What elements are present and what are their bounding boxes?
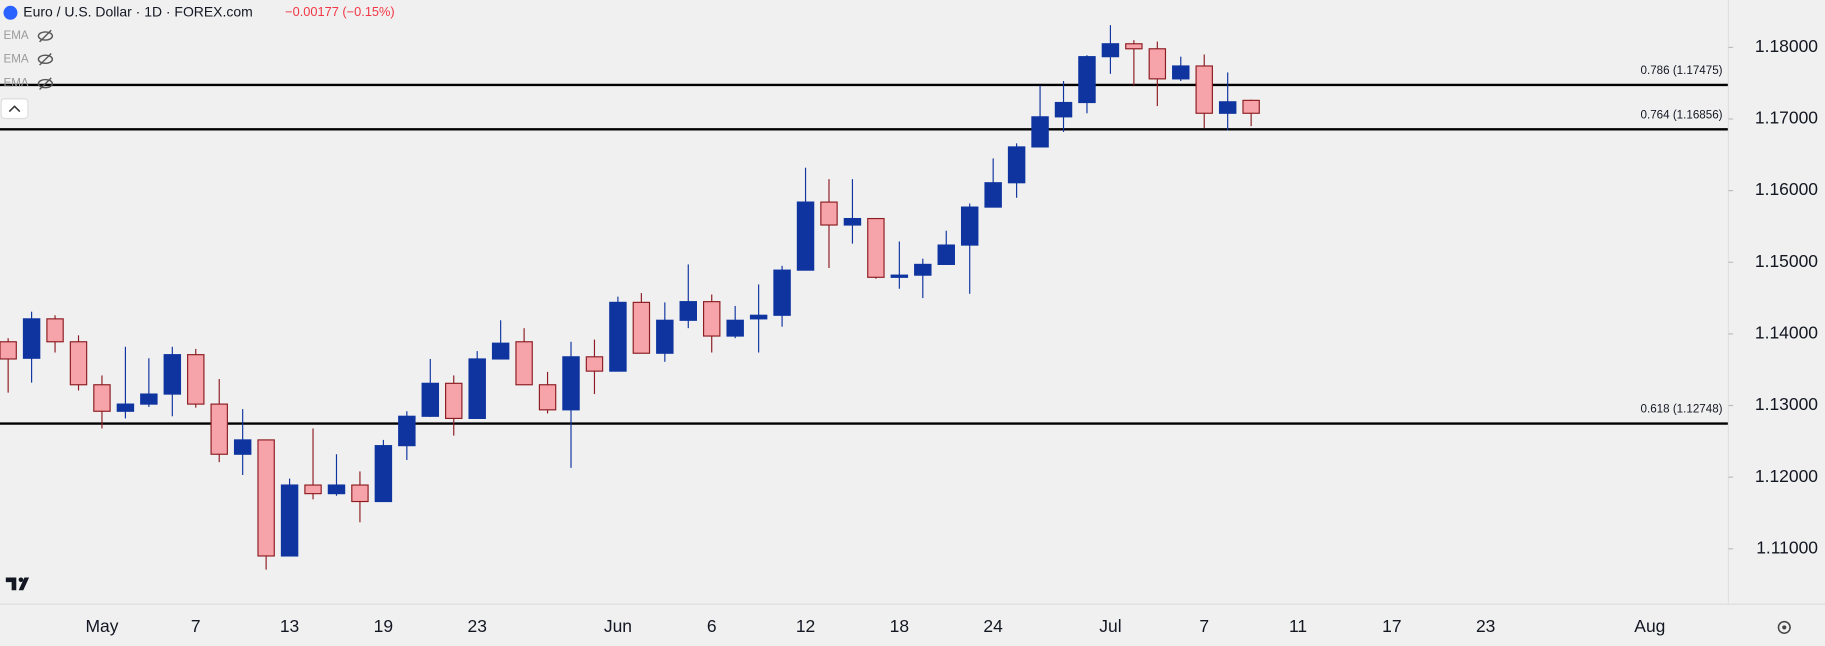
candle-body	[1195, 65, 1213, 114]
candle-body	[140, 393, 158, 405]
candle-body	[867, 217, 885, 278]
symbol-title: Euro / U.S. Dollar · 1D · FOREX.com	[23, 3, 252, 19]
candle-body	[351, 484, 369, 503]
indicator-label: EMA	[3, 29, 28, 42]
candle-body	[69, 341, 88, 386]
candle-body	[210, 403, 228, 455]
x-tick-label: 13	[280, 616, 299, 636]
indicator-label: EMA	[3, 77, 28, 90]
candle-body	[843, 217, 862, 226]
indicator-label: EMA	[3, 52, 28, 65]
candle-body	[820, 201, 838, 226]
candle-body	[632, 301, 651, 354]
candle-body	[22, 318, 41, 359]
settings-icon[interactable]	[1777, 620, 1791, 634]
candle-body	[304, 484, 322, 495]
candle-body	[1078, 56, 1096, 104]
x-tick-label: 6	[707, 616, 717, 636]
y-tick-label: 1.14000	[1755, 323, 1818, 343]
hide-icons[interactable]	[37, 29, 54, 90]
candle-body	[327, 484, 346, 495]
candle-body	[445, 382, 463, 420]
candle-body	[374, 445, 393, 503]
x-tick-label: 24	[983, 616, 1003, 636]
candle-body	[726, 319, 744, 337]
x-tick-label: Jun	[604, 616, 632, 636]
candle-body	[233, 439, 252, 455]
x-tick-label: 19	[374, 616, 393, 636]
price-change: −0.00177 (−0.15%)	[285, 4, 395, 19]
candle-body	[187, 354, 205, 405]
tv-logo	[5, 577, 30, 591]
candle-body	[656, 319, 674, 354]
candle-body	[163, 354, 182, 395]
candle-body	[702, 301, 721, 337]
candle-body	[562, 356, 580, 411]
symbol-flag	[3, 5, 18, 20]
x-tick-label: Aug	[1634, 616, 1665, 636]
candle-body	[679, 301, 698, 321]
candle-body	[280, 484, 299, 557]
x-tick-label: Jul	[1099, 616, 1121, 636]
y-tick-label: 1.11000	[1756, 537, 1818, 557]
candle-body	[398, 415, 416, 447]
candle-body	[538, 384, 557, 411]
x-tick-label: 23	[467, 616, 486, 636]
collapse-button[interactable]	[0, 98, 29, 120]
plot-area: 0.786 (1.17475) 0.764 (1.16856) 0.618 (1.1…	[0, 25, 1729, 570]
x-tick-label: May	[85, 616, 118, 636]
candle-body	[46, 318, 64, 343]
candle-body	[796, 201, 815, 271]
y-tick-label: 1.18000	[1755, 36, 1818, 56]
x-tick-label: 11	[1289, 616, 1307, 636]
candle-body	[960, 206, 979, 246]
level-label: 0.618 (1.12748)	[1641, 403, 1723, 416]
candle-body	[773, 269, 791, 316]
candle-body	[914, 263, 932, 276]
candle-body	[515, 341, 533, 386]
header: Euro / U.S. Dollar · 1D · FOREX.com −0.0…	[0, 3, 395, 120]
candle-body	[749, 314, 768, 320]
candle-body	[491, 342, 510, 360]
x-tick-label: 18	[890, 616, 909, 636]
y-tick-label: 1.12000	[1755, 466, 1818, 486]
candle-body	[609, 301, 627, 372]
candle-body	[1054, 101, 1073, 118]
x-tick-label: 7	[191, 616, 201, 636]
candle-body	[93, 384, 111, 412]
candle-body	[1031, 116, 1049, 148]
candle-body	[1007, 146, 1026, 184]
y-tick-label: 1.17000	[1755, 108, 1818, 128]
candle-body	[890, 274, 909, 278]
x-tick-label: 12	[796, 616, 815, 636]
collapse-icon	[8, 105, 21, 113]
candle-body	[1125, 43, 1143, 50]
candle-body	[1101, 43, 1120, 58]
candle-body	[937, 244, 955, 265]
candle-body	[257, 439, 275, 557]
y-tick-label: 1.15000	[1755, 251, 1818, 271]
candle-body	[1172, 65, 1190, 80]
x-tick-label: 7	[1199, 616, 1209, 636]
y-tick-label: 1.13000	[1755, 394, 1818, 414]
x-tick-label: 23	[1476, 616, 1495, 636]
candle-body	[0, 341, 17, 360]
level-label: 0.764 (1.16856)	[1641, 108, 1723, 121]
candle-body	[116, 403, 135, 412]
candle-body	[468, 358, 486, 420]
candle-body	[585, 356, 604, 372]
y-tick-label: 1.16000	[1755, 179, 1818, 199]
candle-body	[984, 182, 1002, 208]
x-tick-label: 17	[1382, 616, 1401, 636]
candle-body	[1148, 48, 1167, 80]
candle-body	[1218, 101, 1237, 114]
level-label: 0.786 (1.17475)	[1641, 64, 1723, 77]
candle-body	[421, 382, 440, 417]
candle-body	[1242, 99, 1260, 114]
